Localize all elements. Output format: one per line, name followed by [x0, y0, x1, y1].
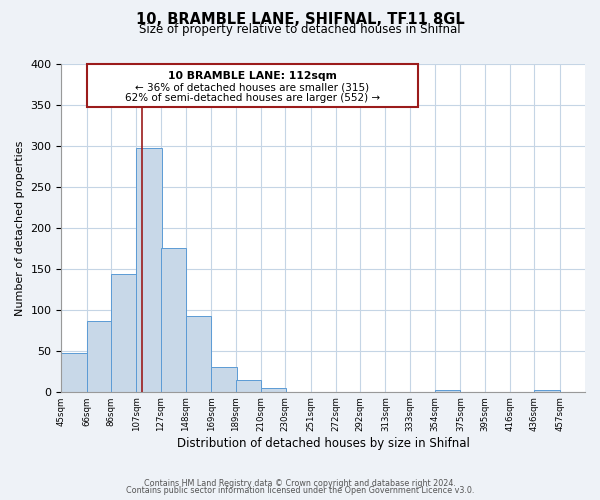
- Y-axis label: Number of detached properties: Number of detached properties: [15, 140, 25, 316]
- Text: Size of property relative to detached houses in Shifnal: Size of property relative to detached ho…: [139, 22, 461, 36]
- Bar: [534, 390, 560, 392]
- Bar: [186, 316, 211, 392]
- Bar: [211, 367, 237, 392]
- Bar: [435, 390, 460, 392]
- Text: Contains public sector information licensed under the Open Government Licence v3: Contains public sector information licen…: [126, 486, 474, 495]
- Bar: [111, 274, 136, 392]
- Bar: [236, 380, 261, 392]
- Text: ← 36% of detached houses are smaller (315): ← 36% of detached houses are smaller (31…: [136, 83, 370, 93]
- FancyBboxPatch shape: [87, 64, 418, 108]
- Bar: [136, 148, 162, 392]
- Bar: [61, 353, 87, 392]
- Text: 10 BRAMBLE LANE: 112sqm: 10 BRAMBLE LANE: 112sqm: [168, 72, 337, 82]
- X-axis label: Distribution of detached houses by size in Shifnal: Distribution of detached houses by size …: [177, 437, 470, 450]
- Text: 10, BRAMBLE LANE, SHIFNAL, TF11 8GL: 10, BRAMBLE LANE, SHIFNAL, TF11 8GL: [136, 12, 464, 28]
- Bar: [261, 388, 286, 392]
- Text: 62% of semi-detached houses are larger (552) →: 62% of semi-detached houses are larger (…: [125, 94, 380, 104]
- Bar: [161, 248, 186, 392]
- Bar: [87, 322, 112, 392]
- Text: Contains HM Land Registry data © Crown copyright and database right 2024.: Contains HM Land Registry data © Crown c…: [144, 478, 456, 488]
